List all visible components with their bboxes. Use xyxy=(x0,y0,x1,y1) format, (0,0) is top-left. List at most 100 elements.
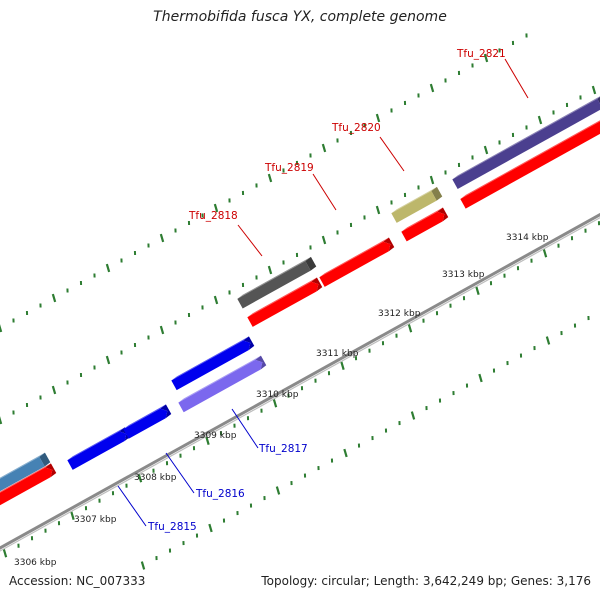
feature-face xyxy=(391,191,437,223)
feature-face xyxy=(123,408,168,439)
gene-label-plus: Tfu_2819 xyxy=(264,162,314,174)
tick-mark xyxy=(343,448,348,458)
feature-bevel-end xyxy=(305,256,317,271)
gene-label-plus: Tfu_2820 xyxy=(331,122,381,134)
tick-mark xyxy=(205,436,210,445)
leader-line-layer xyxy=(117,58,529,527)
tick-mark xyxy=(340,361,345,370)
feature-violet-tfu-2817 xyxy=(178,355,267,413)
feature-bevel-top xyxy=(391,186,437,214)
label-leader-line xyxy=(379,136,405,172)
tick-mark xyxy=(159,325,165,335)
feature-bevel-end xyxy=(39,452,51,467)
feature-bevel-end xyxy=(160,404,172,419)
feature-bevel-top xyxy=(247,277,317,318)
feature-grey-tfu-2818 xyxy=(237,256,317,309)
feature-bevel-end xyxy=(243,336,255,351)
feature-bevel-end xyxy=(431,186,443,201)
feature-navy-tfu-2821 xyxy=(452,96,600,190)
feature-red-left xyxy=(0,463,57,506)
tick-mark xyxy=(105,263,111,273)
feature-bevel-end xyxy=(255,355,267,370)
tick-mark xyxy=(537,115,543,125)
feature-blue-a xyxy=(171,336,255,391)
ruler-label: 3307 kbp xyxy=(74,515,117,525)
tick-mark xyxy=(591,85,597,95)
genome-backbone-line xyxy=(0,216,600,552)
genome-backbone-line xyxy=(0,212,600,550)
feature-face xyxy=(237,261,311,309)
feature-bevel-top xyxy=(178,355,261,403)
feature-khaki-tfu-2820 xyxy=(391,186,443,223)
tick-mark xyxy=(0,324,3,333)
label-layer: 3306 kbp 3307 kbp 3308 kbp 3309 kbp 3310 kbp… xyxy=(14,48,549,568)
feature-bevel-top xyxy=(123,404,166,430)
tick-mark xyxy=(542,248,548,258)
tick-mark xyxy=(267,265,273,275)
feature-bevel-top xyxy=(67,427,125,461)
feature-blue-tfu-2816 xyxy=(123,404,172,439)
tick-mark xyxy=(213,203,219,213)
tick-layer xyxy=(0,33,600,570)
ruler-label: 3312 kbp xyxy=(378,309,421,319)
tick-mark xyxy=(208,523,213,533)
tick-mark xyxy=(375,205,381,215)
feature-face xyxy=(0,467,53,506)
feature-bevel-top xyxy=(0,463,51,493)
label-leader-line xyxy=(237,224,263,257)
feature-face xyxy=(452,98,600,190)
feature-red-tfu-2821 xyxy=(460,120,600,209)
tick-mark xyxy=(545,336,551,345)
ruler-label: 3309 kbp xyxy=(194,431,237,441)
tick-mark xyxy=(140,561,146,570)
feature-bevel-end xyxy=(119,427,131,442)
feature-face xyxy=(319,241,391,287)
tick-mark xyxy=(483,53,489,63)
feature-bevel-top xyxy=(0,452,45,479)
tick-mark xyxy=(321,143,327,153)
tick-mark xyxy=(267,173,273,183)
label-leader-line xyxy=(312,173,337,211)
tick-mark xyxy=(275,486,281,495)
feature-steel-left xyxy=(0,452,51,492)
feature-bevel-top xyxy=(171,336,249,381)
feature-red-tfu-2818 xyxy=(247,277,323,327)
feature-face xyxy=(171,340,251,391)
tick-mark xyxy=(137,473,143,483)
tick-mark xyxy=(475,286,480,295)
tick-mark xyxy=(105,355,111,365)
accession-label: Accession: NC_007333 xyxy=(9,574,146,588)
tick-mark xyxy=(2,548,8,558)
label-leader-line xyxy=(231,408,259,449)
feature-bevel-end xyxy=(311,277,323,292)
feature-layer xyxy=(0,96,600,506)
tick-mark xyxy=(429,83,435,93)
ruler-label: 3311 kbp xyxy=(316,349,359,359)
genome-stats-label: Topology: circular; Length: 3,642,249 bp… xyxy=(261,574,591,588)
tick-mark xyxy=(51,385,57,395)
feature-red-tfu-2820 xyxy=(401,207,449,242)
tick-mark xyxy=(483,145,489,155)
gene-label-plus: Tfu_2821 xyxy=(456,48,506,60)
gene-label-minus: Tfu_2816 xyxy=(195,488,245,500)
label-leader-line xyxy=(117,485,147,527)
tick-mark xyxy=(410,411,416,420)
feature-face xyxy=(178,359,263,413)
feature-bevel-end xyxy=(597,96,600,104)
feature-face xyxy=(67,431,127,470)
tick-mark xyxy=(478,373,483,383)
gene-label-minus: Tfu_2817 xyxy=(258,443,308,455)
gene-label-plus: Tfu_2818 xyxy=(188,210,238,222)
feature-bevel-end xyxy=(383,237,395,252)
tick-mark xyxy=(272,398,278,408)
feature-bevel-top xyxy=(319,237,389,278)
feature-bevel-end xyxy=(437,207,449,222)
tick-mark xyxy=(0,416,3,425)
ruler-label: 3308 kbp xyxy=(134,473,177,483)
feature-bevel-top xyxy=(452,96,600,180)
label-leader-line xyxy=(504,58,529,99)
ruler-label: 3314 kbp xyxy=(506,233,549,243)
tick-mark xyxy=(51,293,57,303)
